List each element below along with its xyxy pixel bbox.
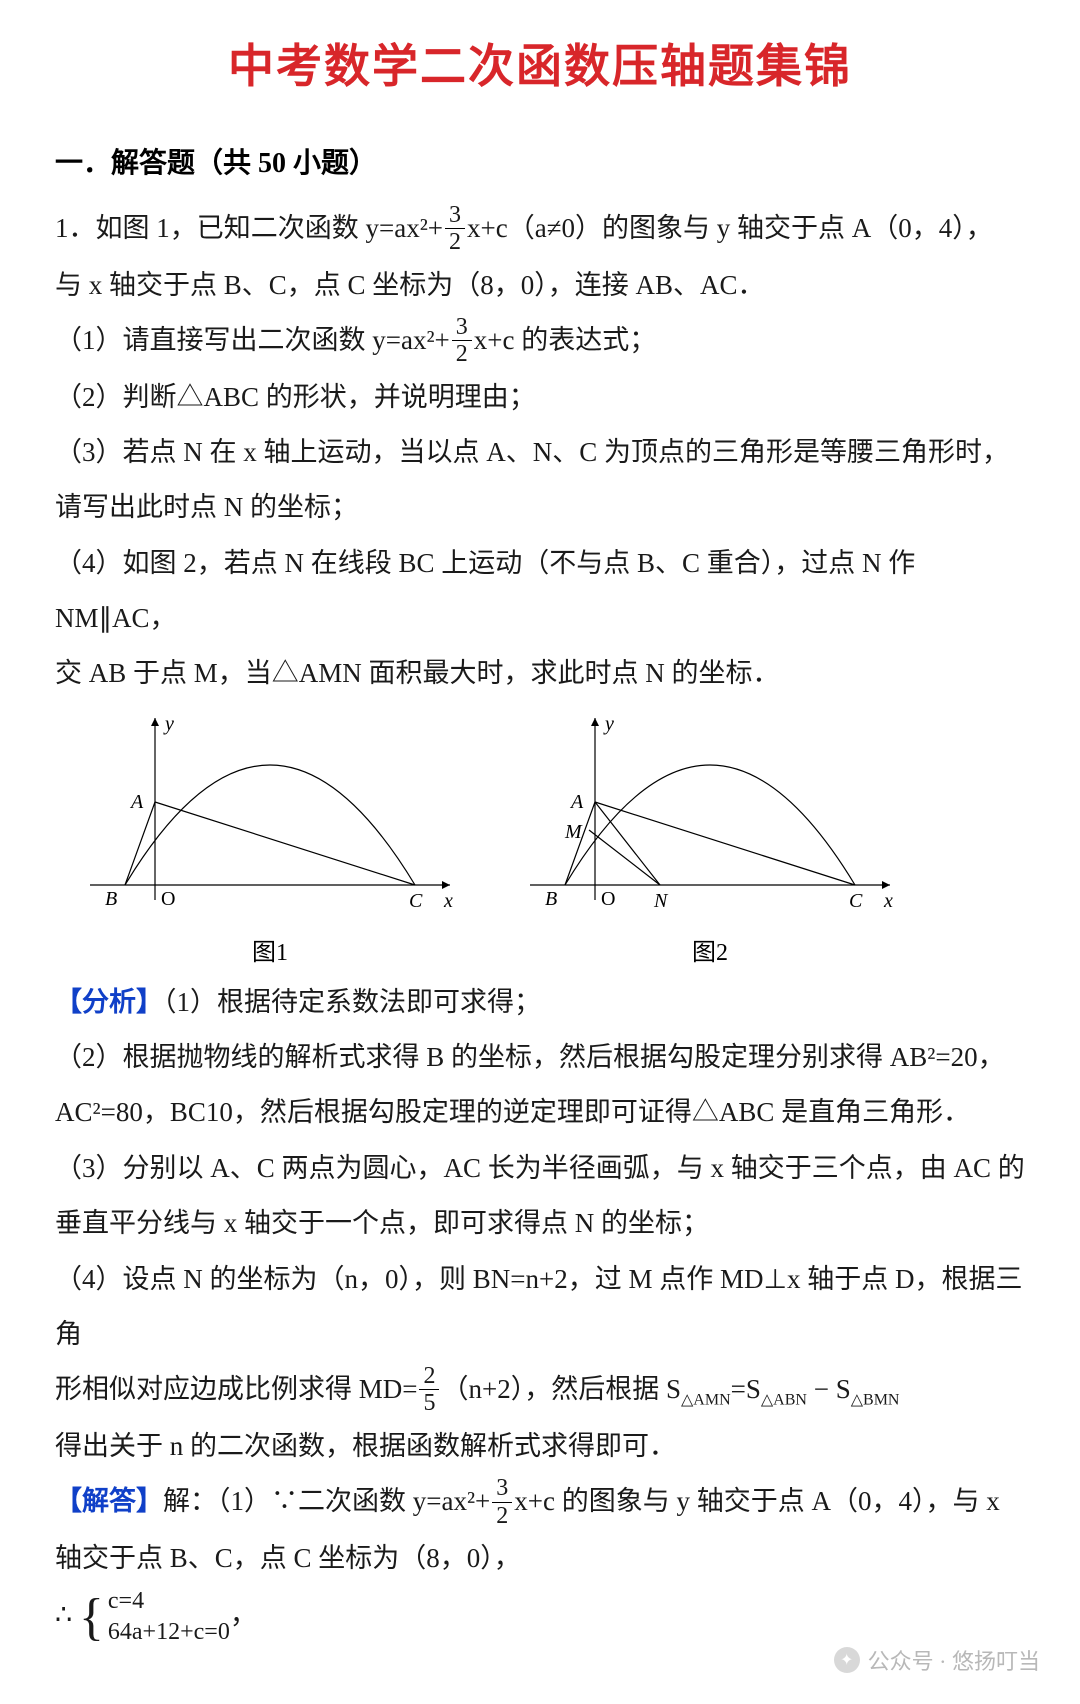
watermark: ✦ 公众号 · 悠扬叮当 (834, 1644, 1040, 1676)
figure-2: Ox y A B C M N 图2 (520, 710, 900, 967)
text: （1）根据待定系数法即可求得； (163, 987, 541, 1017)
fraction-3-2: 32 (452, 314, 472, 368)
problem-line: 与 x 轴交于点 B、C，点 C 坐标为（8，0），连接 AB、AC． (55, 258, 1025, 313)
problem-line: （4）如图 2，若点 N 在线段 BC 上运动（不与点 B、C 重合），过点 N… (55, 536, 1025, 647)
svg-text:C: C (409, 890, 423, 912)
text: =S (731, 1374, 761, 1404)
svg-text:y: y (603, 713, 614, 735)
svg-text:B: B (545, 888, 557, 910)
text: x+c 的表达式； (474, 325, 656, 355)
text: 形相似对应边成比例求得 MD= (55, 1374, 417, 1404)
svg-text:A: A (129, 791, 144, 813)
analysis-line: （4）设点 N 的坐标为（n，0），则 BN=n+2，过 M 点作 MD⊥x 轴… (55, 1252, 1025, 1363)
section-heading: 一．解答题（共 50 小题） (55, 141, 1025, 181)
equation-1: c=4 (108, 1586, 230, 1617)
subscript: △AMN (681, 1392, 731, 1409)
analysis-line: （3）分别以 A、C 两点为圆心，AC 长为半径画弧，与 x 轴交于三个点，由 … (55, 1141, 1025, 1196)
text: 1．如图 1，已知二次函数 y=ax²+ (55, 213, 443, 243)
svg-text:M: M (564, 821, 583, 843)
text: ， (230, 1600, 257, 1630)
problem-line: （2）判断△ABC 的形状，并说明理由； (55, 370, 1025, 425)
figure-1-svg: Ox y A B C (80, 710, 460, 930)
equation-system: { c=4 64a+12+c=0 (79, 1586, 230, 1648)
svg-text:x: x (443, 890, 453, 912)
text: − S (807, 1374, 851, 1404)
equation-2: 64a+12+c=0 (108, 1617, 230, 1648)
fraction-3-2: 32 (492, 1475, 512, 1529)
problem-line: （3）若点 N 在 x 轴上运动，当以点 A、N、C 为顶点的三角形是等腰三角形… (55, 425, 1025, 480)
text: （n+2），然后根据 S (441, 1374, 681, 1404)
left-brace: { (79, 1597, 104, 1639)
problem-line: 交 AB 于点 M，当△AMN 面积最大时，求此时点 N 的坐标． (55, 646, 1025, 701)
text: x+c（a≠0）的图象与 y 轴交于点 A（0，4）， (467, 213, 993, 243)
therefore-symbol: ∴ (55, 1600, 72, 1630)
svg-text:N: N (653, 890, 669, 912)
solution-line: 【解答】解：（1）∵二次函数 y=ax²+32x+c 的图象与 y 轴交于点 A… (55, 1474, 1025, 1531)
figure-1-label: 图1 (252, 932, 288, 967)
text: （1）请直接写出二次函数 y=ax²+ (55, 325, 450, 355)
svg-text:O: O (161, 888, 175, 910)
problem-line: 请写出此时点 N 的坐标； (55, 480, 1025, 535)
figure-1: Ox y A B C 图1 (80, 710, 460, 967)
solution-heading: 【解答】 (55, 1486, 163, 1516)
text: 解：（1）∵二次函数 y=ax²+ (163, 1486, 490, 1516)
solution-line: ∴ { c=4 64a+12+c=0 ， (55, 1586, 1025, 1648)
problem-line: （1）请直接写出二次函数 y=ax²+32x+c 的表达式； (55, 313, 1025, 370)
svg-text:O: O (601, 888, 615, 910)
fraction-3-2: 32 (445, 202, 465, 256)
subscript: △ABN (761, 1392, 807, 1409)
svg-text:C: C (849, 890, 863, 912)
svg-text:B: B (105, 888, 117, 910)
page-title: 中考数学二次函数压轴题集锦 (55, 30, 1025, 96)
problem-statement: 1．如图 1，已知二次函数 y=ax²+32x+c（a≠0）的图象与 y 轴交于… (55, 201, 1025, 258)
watermark-text: 公众号 · 悠扬叮当 (868, 1644, 1040, 1676)
svg-text:A: A (569, 791, 584, 813)
svg-text:x: x (883, 890, 893, 912)
analysis-line: 得出关于 n 的二次函数，根据函数解析式求得即可． (55, 1419, 1025, 1474)
subscript: △BMN (851, 1392, 900, 1409)
figure-2-label: 图2 (692, 932, 728, 967)
analysis-line: 垂直平分线与 x 轴交于一个点，即可求得点 N 的坐标； (55, 1196, 1025, 1251)
analysis-line: AC²=80，BC10，然后根据勾股定理的逆定理即可证得△ABC 是直角三角形． (55, 1085, 1025, 1140)
figure-2-svg: Ox y A B C M N (520, 710, 900, 930)
solution-line: 轴交于点 B、C，点 C 坐标为（8，0）， (55, 1531, 1025, 1586)
svg-text:y: y (163, 713, 174, 735)
analysis-line: 【分析】（1）根据待定系数法即可求得； (55, 975, 1025, 1030)
wechat-icon: ✦ (834, 1647, 860, 1673)
fraction-2-5: 25 (419, 1363, 439, 1417)
analysis-heading: 【分析】 (55, 987, 163, 1017)
text: x+c 的图象与 y 轴交于点 A（0，4），与 x (514, 1486, 999, 1516)
analysis-line: （2）根据抛物线的解析式求得 B 的坐标，然后根据勾股定理分别求得 AB²=20… (55, 1030, 1025, 1085)
figures-row: Ox y A B C 图1 Ox y A B C M N 图2 (80, 710, 1025, 967)
analysis-line: 形相似对应边成比例求得 MD=25（n+2），然后根据 S△AMN=S△ABN … (55, 1362, 1025, 1419)
